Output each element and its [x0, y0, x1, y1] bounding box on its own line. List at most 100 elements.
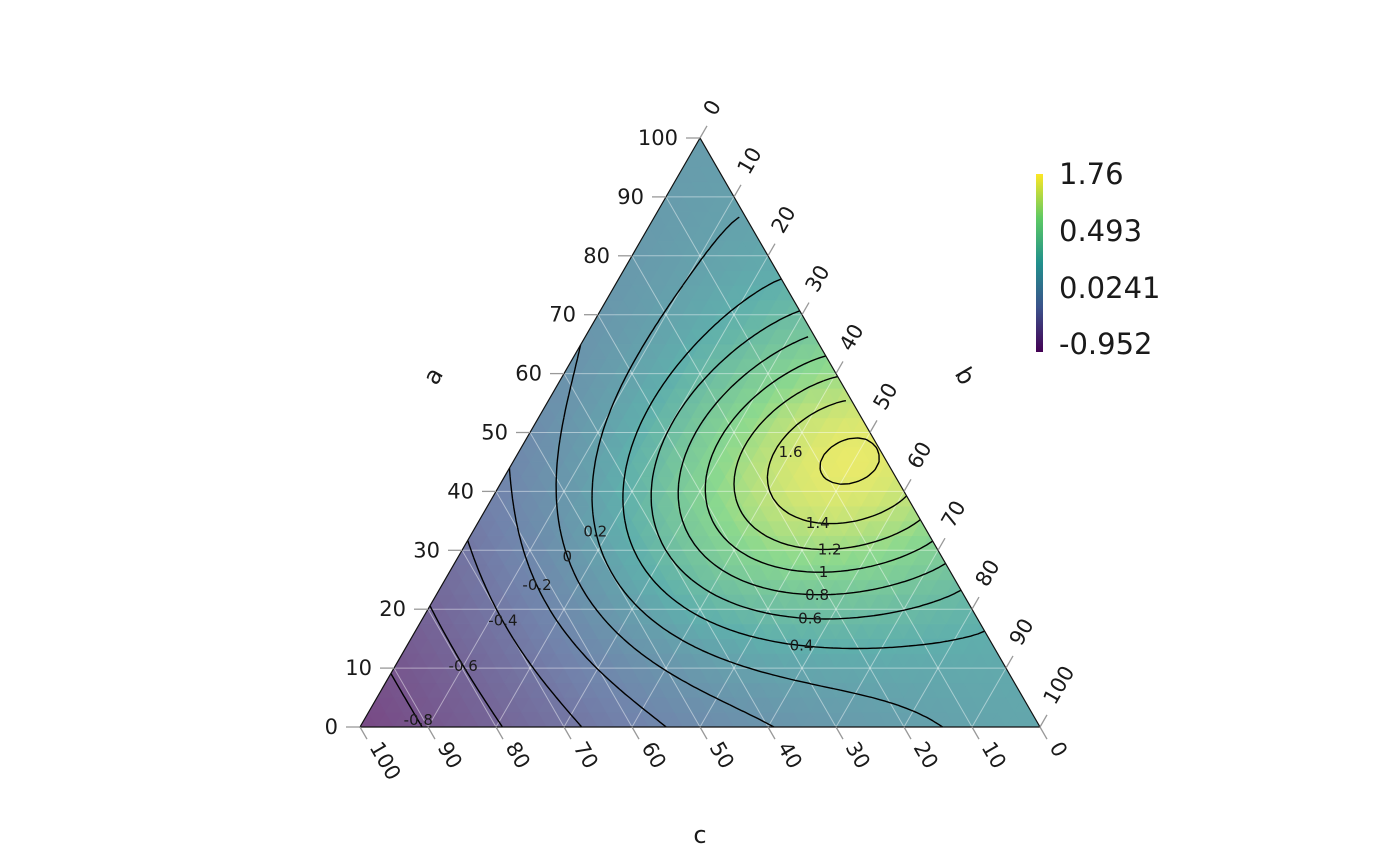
- legend-label-min: -0.952: [1059, 327, 1153, 361]
- contour-label: -0.2: [522, 576, 551, 594]
- grid-line: [767, 491, 905, 728]
- a-axis-title: a: [417, 363, 449, 390]
- a-tick-label: 0: [325, 715, 338, 739]
- c-axis-ticks: 100 90 80 70 60 50 40 30 20 10 0: [359, 726, 1072, 785]
- grid-line: [427, 608, 497, 728]
- a-tick-label: 40: [447, 479, 474, 503]
- contour-line: [508, 468, 667, 728]
- b-tick-label: 60: [903, 438, 937, 473]
- contour-labels: -0.8 -0.6 -0.4 -0.2 0 0.2 0.4 0.6 0.8 1 1.2 1.4 1.6: [404, 443, 842, 729]
- contour-label: 0.4: [790, 636, 814, 654]
- b-tick-label: 100: [1039, 662, 1080, 709]
- c-tick-mark: [563, 726, 572, 740]
- b-tick-label: 0: [699, 96, 726, 120]
- contour-line: [555, 344, 775, 728]
- b-axis-title: b: [949, 362, 981, 389]
- legend-label-2: 0.493: [1059, 214, 1142, 248]
- b-tick-label: 70: [937, 497, 971, 532]
- color-legend: 1.76 0.493 0.0241 -0.952: [1036, 157, 1160, 361]
- contour-label: 0.2: [583, 522, 607, 540]
- c-tick-mark: [767, 726, 776, 740]
- a-tick-label: 60: [515, 362, 542, 386]
- contour-line: [390, 673, 423, 728]
- c-axis-title: c: [693, 821, 706, 849]
- a-tick-label: 20: [379, 597, 406, 621]
- contour-label: 1.2: [818, 541, 842, 559]
- b-tick-mark: [1039, 714, 1048, 728]
- grid-line: [835, 550, 939, 728]
- contour-line: [429, 605, 503, 728]
- c-tick-label: 70: [569, 738, 603, 773]
- b-tick-mark: [903, 478, 912, 492]
- grid-line: [903, 608, 973, 728]
- b-tick-mark: [937, 537, 946, 551]
- grid-line: [699, 432, 871, 728]
- c-tick-mark: [495, 726, 504, 740]
- a-tick-label: 100: [638, 126, 678, 150]
- c-tick-mark: [359, 726, 368, 740]
- contour-label: -0.8: [404, 711, 433, 729]
- surface-cell: [690, 137, 710, 153]
- contour-line: [467, 540, 583, 728]
- c-tick-mark: [971, 726, 980, 740]
- c-tick-label: 80: [501, 738, 535, 773]
- contour-lines: [390, 216, 985, 728]
- grid-line: [495, 255, 769, 728]
- contour-line: [819, 437, 880, 485]
- contour-label: 1: [819, 563, 829, 581]
- b-tick-label: 90: [1005, 614, 1039, 649]
- contour-line: [677, 336, 946, 596]
- grid-line: [971, 667, 1007, 728]
- c-tick-mark: [427, 726, 436, 740]
- a-tick-label: 80: [583, 244, 610, 268]
- b-tick-label: 10: [733, 143, 767, 178]
- a-tick-label: 90: [617, 185, 644, 209]
- b-tick-mark: [733, 184, 742, 198]
- grid-line: [631, 373, 837, 728]
- contour-label: 1.4: [806, 514, 830, 532]
- b-tick-mark: [767, 243, 776, 257]
- contour-label: -0.6: [449, 657, 478, 675]
- c-tick-label: 10: [977, 738, 1011, 773]
- contour-line: [766, 400, 908, 525]
- a-tick-label: 30: [413, 538, 440, 562]
- legend-colorbar: [1036, 174, 1043, 352]
- b-tick-mark: [1005, 655, 1014, 669]
- c-tick-label: 0: [1045, 738, 1072, 762]
- c-tick-label: 100: [365, 738, 406, 785]
- grid-line: [393, 667, 429, 728]
- b-tick-label: 50: [869, 379, 903, 414]
- b-tick-mark: [801, 302, 810, 316]
- contour-label: 0.6: [798, 610, 822, 628]
- contour-label: -0.4: [488, 612, 517, 630]
- b-tick-label: 80: [971, 555, 1005, 590]
- c-tick-mark: [835, 726, 844, 740]
- b-tick-label: 40: [835, 320, 869, 355]
- contour-label: 0: [563, 547, 573, 565]
- b-tick-label: 30: [801, 261, 835, 296]
- c-tick-label: 90: [433, 738, 467, 773]
- b-tick-mark: [869, 420, 878, 433]
- contour-label: 1.6: [779, 443, 803, 461]
- c-tick-mark: [1039, 726, 1048, 740]
- c-tick-label: 50: [705, 738, 739, 773]
- c-tick-label: 30: [841, 738, 875, 773]
- contour-line: [704, 355, 934, 573]
- a-axis-ticks: 0 10 20 30 40 50 60 70 80 90 100: [325, 126, 700, 739]
- contour-line: [622, 278, 985, 650]
- grid-line: [597, 314, 837, 728]
- c-tick-label: 60: [637, 738, 671, 773]
- legend-label-3: 0.0241: [1059, 271, 1160, 305]
- b-tick-label: 20: [767, 202, 801, 237]
- c-tick-label: 20: [909, 738, 943, 773]
- legend-label-max: 1.76: [1059, 157, 1124, 191]
- c-tick-mark: [631, 726, 640, 740]
- contour-line: [650, 310, 962, 620]
- contour-line: [733, 375, 921, 551]
- contour-label: 0.8: [805, 586, 829, 604]
- b-tick-mark: [971, 596, 980, 610]
- grid-line: [665, 196, 973, 728]
- ternary-grid: [393, 196, 1007, 728]
- b-tick-mark: [699, 125, 708, 139]
- b-tick-mark: [835, 361, 844, 374]
